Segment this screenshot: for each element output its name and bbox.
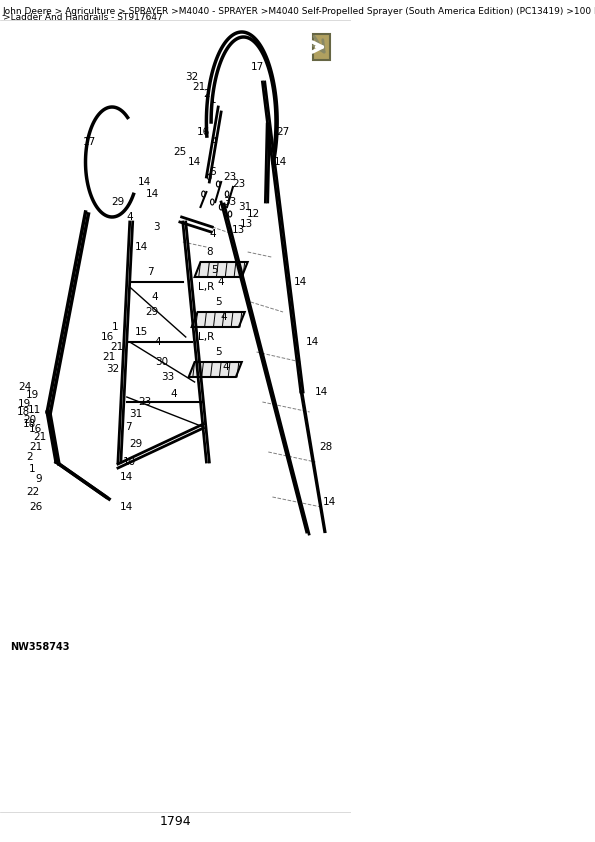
Text: 1794: 1794 (159, 815, 191, 828)
Text: 1: 1 (210, 95, 217, 105)
Text: 13: 13 (240, 219, 253, 229)
Text: 29: 29 (111, 197, 124, 207)
Text: 25: 25 (173, 147, 186, 157)
Text: 2: 2 (203, 89, 209, 99)
Text: 5: 5 (215, 347, 221, 357)
Text: 21: 21 (29, 442, 42, 452)
Polygon shape (192, 312, 245, 327)
Text: 7: 7 (125, 422, 132, 432)
Text: 21: 21 (110, 342, 123, 352)
Text: 24: 24 (18, 382, 32, 392)
Text: 14: 14 (294, 277, 308, 287)
Text: 23: 23 (138, 397, 151, 407)
Text: 18: 18 (23, 419, 36, 429)
Text: 32: 32 (107, 364, 120, 374)
Text: 27: 27 (277, 127, 290, 137)
Text: 32: 32 (185, 72, 198, 82)
Text: 5: 5 (211, 265, 217, 275)
Text: 22: 22 (26, 487, 39, 497)
Polygon shape (195, 262, 248, 277)
Text: 14: 14 (322, 497, 336, 507)
Text: 14: 14 (315, 387, 328, 397)
Text: 16: 16 (29, 424, 42, 434)
Text: 12: 12 (247, 209, 260, 219)
Polygon shape (189, 362, 242, 377)
Text: 13: 13 (232, 225, 246, 235)
Text: 33: 33 (223, 197, 237, 207)
Text: 4: 4 (222, 362, 228, 372)
Text: 2: 2 (26, 452, 33, 462)
Text: 21: 21 (33, 432, 47, 442)
Text: 14: 14 (188, 157, 201, 167)
Text: 1: 1 (29, 464, 36, 474)
Text: 28: 28 (319, 442, 332, 452)
Text: 33: 33 (161, 372, 175, 382)
Text: 31: 31 (238, 202, 251, 212)
Polygon shape (312, 34, 330, 60)
Text: >Ladder And Handrails - ST917647: >Ladder And Handrails - ST917647 (3, 13, 162, 22)
Text: 20: 20 (23, 415, 36, 425)
Text: 23: 23 (232, 179, 246, 189)
Text: 17: 17 (83, 137, 96, 147)
Text: 19: 19 (26, 390, 39, 400)
Text: NW358743: NW358743 (11, 642, 70, 652)
Text: 6: 6 (209, 167, 215, 177)
Text: 16: 16 (197, 127, 210, 137)
Text: L,R: L,R (198, 282, 215, 292)
Text: 14: 14 (120, 472, 133, 482)
Text: 4: 4 (171, 389, 177, 399)
Text: 4: 4 (209, 229, 215, 239)
Text: 4: 4 (151, 292, 158, 302)
Text: 4: 4 (221, 312, 227, 322)
Text: 14: 14 (120, 502, 133, 512)
Text: 4: 4 (218, 277, 224, 287)
Text: 19: 19 (18, 399, 32, 409)
Text: 10: 10 (123, 457, 136, 467)
Text: 21: 21 (193, 82, 206, 92)
Text: 5: 5 (215, 297, 221, 307)
Text: 4: 4 (155, 337, 161, 347)
Text: 17: 17 (251, 62, 264, 72)
Text: 30: 30 (156, 357, 169, 367)
Text: 21: 21 (102, 352, 115, 362)
Text: L,R: L,R (198, 332, 215, 342)
Text: 29: 29 (129, 439, 142, 449)
Text: 1: 1 (112, 322, 118, 332)
Text: John Deere > Agriculture > SPRAYER >M4040 - SPRAYER >M4040 Self-Propelled Spraye: John Deere > Agriculture > SPRAYER >M404… (3, 7, 595, 16)
Text: 26: 26 (29, 502, 42, 512)
Text: 16: 16 (101, 332, 114, 342)
Text: 31: 31 (129, 409, 142, 419)
Text: 18: 18 (17, 407, 30, 417)
Text: 3: 3 (153, 222, 159, 232)
Text: 7: 7 (147, 267, 154, 277)
Text: 14: 14 (138, 177, 151, 187)
Text: 14: 14 (274, 157, 287, 167)
Text: 4: 4 (210, 137, 217, 147)
Text: 15: 15 (135, 327, 148, 337)
Text: 29: 29 (146, 307, 159, 317)
Text: 11: 11 (27, 405, 41, 415)
Text: 9: 9 (35, 474, 42, 484)
Text: 14: 14 (146, 189, 159, 199)
Text: 4: 4 (126, 212, 133, 222)
Text: 14: 14 (306, 337, 319, 347)
Text: 23: 23 (223, 172, 237, 182)
Text: 14: 14 (135, 242, 148, 252)
Text: 8: 8 (206, 247, 212, 257)
